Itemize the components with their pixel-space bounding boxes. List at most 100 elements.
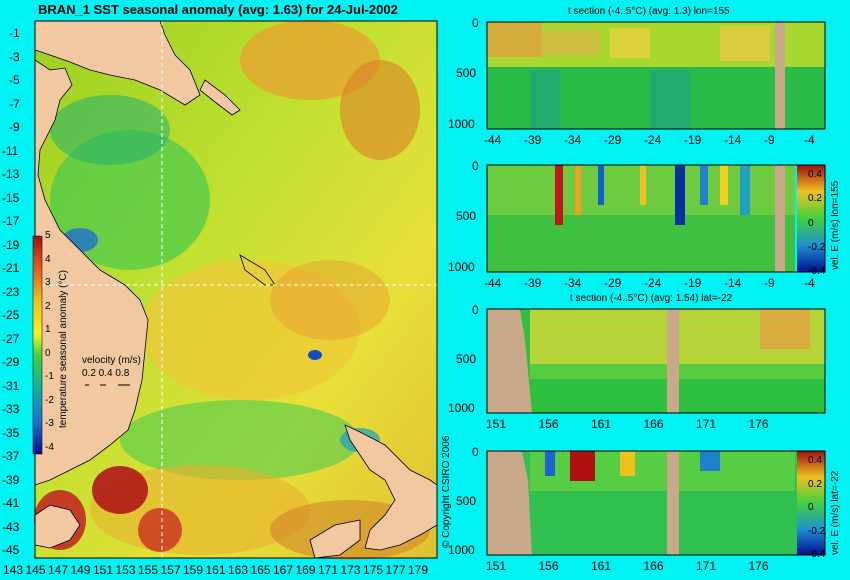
lon-tick-label: 175 — [363, 563, 384, 577]
lat-tick-label: -7 — [9, 96, 20, 111]
panel-1-x-tick: -29 — [604, 133, 622, 147]
panel-4-x-tick: 171 — [696, 559, 717, 573]
panel-4-x-tick: 166 — [643, 559, 664, 573]
new-zealand-land — [344, 424, 438, 551]
lon-tick-label: 151 — [93, 563, 114, 577]
panel-1-x-tick: -4 — [804, 133, 815, 147]
lat-tick-label: -25 — [2, 308, 20, 322]
panel-1-field — [487, 22, 825, 129]
lat-tick-label: -45 — [2, 543, 20, 557]
panel-1-x-tick: -34 — [564, 133, 582, 147]
panel-1-x-tick: -19 — [684, 133, 702, 147]
lat-tick-label: -19 — [2, 237, 20, 252]
panel-2-y-tick: 0 — [472, 159, 479, 173]
new-guinea-land — [34, 20, 201, 106]
lon-tick-label: 167 — [273, 563, 294, 577]
copyright: © Copyright CSIRO 2006 — [441, 435, 452, 548]
lon-tick-label: 159 — [183, 563, 204, 577]
lat-tick-label: -15 — [2, 190, 20, 205]
lat-tick-label: -23 — [2, 284, 20, 299]
panel-2-x-tick: -24 — [644, 276, 662, 290]
panel-1-x-tick: -9 — [764, 133, 775, 147]
lon-tick-label: 155 — [138, 563, 159, 577]
velocity-scale: 0.2 0.4 0.8 — [82, 368, 130, 379]
lat-tick-label: -1 — [9, 26, 20, 40]
panel-2-x-tick: -19 — [684, 276, 702, 290]
panel-4-x-tick: 151 — [486, 559, 507, 573]
panel-3-y-tick: 0 — [472, 303, 479, 317]
panel-3-x-tick: 166 — [643, 417, 664, 431]
lon-tick-label: 153 — [115, 563, 136, 577]
panel-3-x-tick: 176 — [748, 417, 769, 431]
panel-4-field — [487, 451, 797, 555]
colorbar-tick-label: 5 — [45, 230, 51, 241]
main-map-title: BRAN_1 SST seasonal anomaly (avg: 1.63) … — [38, 2, 398, 17]
panel-2-cb-tick: 0.2 — [808, 193, 822, 205]
panel-2-field — [487, 165, 795, 272]
australia-land — [34, 59, 149, 486]
panel-2-y-tick: 1000 — [448, 260, 475, 274]
colorbar-tick-label: -3 — [45, 418, 54, 429]
lon-tick-label: 163 — [228, 563, 249, 577]
lat-tick-label: -35 — [2, 425, 20, 440]
lon-tick-label: 165 — [250, 563, 271, 577]
colorbar-tick-label: 0 — [45, 347, 51, 359]
panel-2-x-tick: -9 — [764, 276, 775, 290]
panel-2-x-tick: -14 — [724, 276, 742, 290]
panel-1-x-tick: -39 — [524, 133, 542, 147]
sst-colorbar — [32, 235, 43, 455]
panel-3-field — [487, 309, 825, 413]
lat-tick-label: -21 — [2, 261, 20, 275]
colorbar-tick-label: -1 — [45, 371, 54, 382]
panel-2-x-tick: -34 — [564, 276, 582, 290]
lat-tick-label: -11 — [2, 143, 19, 158]
panel-2-x-tick: -29 — [604, 276, 622, 290]
panel-4-cb-tick: 0.2 — [808, 478, 822, 490]
panel-1-x-tick: -44 — [484, 133, 502, 147]
panel-2-side-label: vel. E (m/s) lon=155 — [830, 180, 841, 270]
panel-4-x-tick: 176 — [748, 559, 769, 573]
panel-4-cb-tick: 0 — [808, 502, 814, 513]
panel-3-x-tick: 171 — [696, 417, 717, 431]
panel-4-x-tick: 156 — [538, 559, 559, 573]
panel-3-x-tick: 151 — [486, 417, 507, 431]
velocity-label: velocity (m/s) — [82, 355, 141, 366]
lat-tick-label: -27 — [2, 331, 20, 346]
lon-tick-label: 143 — [3, 563, 24, 577]
panel-3-x-tick: 156 — [538, 417, 559, 431]
panel-2-cb-tick: 0.4 — [808, 169, 822, 180]
panel-4-colorbar — [797, 451, 825, 555]
panel-4-y-tick: 0 — [472, 445, 479, 459]
lon-tick-label: 169 — [295, 563, 316, 577]
lon-tick-label: 171 — [318, 563, 339, 577]
colorbar-tick-label: 4 — [45, 253, 51, 265]
panel-1-y-tick: 0 — [472, 16, 479, 30]
tasmania-land — [34, 504, 81, 549]
lon-tick-label: 149 — [70, 563, 91, 577]
panel-4-cb-tick: -0.2 — [808, 525, 826, 537]
lat-tick-label: -37 — [2, 449, 20, 463]
lon-tick-label: 177 — [385, 563, 406, 577]
colorbar-tick-label: -4 — [45, 441, 54, 453]
panel-3-title: t section (-4..5°C) (avg: 1.54) lat=-22 — [570, 293, 733, 304]
panel-4-y-tick: 500 — [456, 493, 477, 508]
panel-2-x-tick: -4 — [804, 276, 815, 290]
lat-tick-label: -41 — [2, 496, 20, 510]
colorbar-tick-label: 3 — [45, 277, 51, 288]
panel-4-cb-tick: -0.4 — [808, 549, 826, 560]
lat-tick-label: -3 — [9, 49, 20, 64]
panel-1-x-tick: -24 — [644, 133, 662, 147]
colorbar-tick-label: -2 — [45, 394, 54, 406]
panel-1-x-tick: -14 — [724, 133, 742, 147]
colorbar-label: temperature seasonal anomaly (°C) — [58, 270, 69, 428]
panel-4-y-tick: 1000 — [448, 543, 475, 557]
lat-tick-label: -39 — [2, 472, 20, 487]
solomon-islands — [199, 79, 241, 116]
panel-1-title: t section (-4..5°C) (avg: 1.3) lon=155 — [568, 6, 730, 17]
lon-tick-label: 179 — [408, 563, 429, 577]
panel-1-y-tick: 1000 — [448, 117, 475, 131]
panel-2-x-tick: -44 — [484, 276, 502, 290]
lat-tick-label: -33 — [2, 402, 20, 416]
lon-tick-label: 157 — [160, 563, 181, 577]
